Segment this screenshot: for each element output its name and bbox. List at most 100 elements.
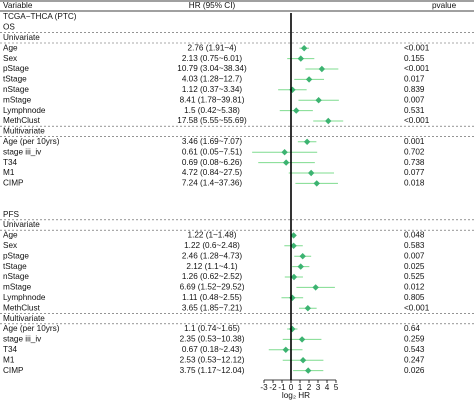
estimate-diamond (289, 294, 296, 301)
estimate-diamond (304, 305, 312, 312)
pvalue-text: 0.007 (404, 251, 425, 260)
row-label: M1 (3, 168, 15, 177)
estimate-diamond (307, 169, 315, 177)
hr-text: 10.79 (3.04~38.34) (177, 64, 247, 73)
estimate-diamond (315, 97, 322, 104)
hr-text: 4.72 (0.84~27.5) (182, 168, 243, 177)
hr-text: 0.67 (0.18~2.43) (182, 345, 243, 354)
estimate-diamond (298, 336, 306, 343)
row-label: mStage (3, 95, 32, 104)
estimate-diamond (281, 149, 288, 156)
hr-text: 2.13 (0.75~6.01) (182, 54, 243, 63)
x-tick-label: 3 (316, 383, 321, 392)
hr-text: 7.24 (1.4~37.36) (182, 179, 243, 188)
pvalue-text: <0.001 (404, 64, 430, 73)
hr-text: 1.1 (0.74~1.65) (184, 324, 240, 333)
row-label: Lymphnode (3, 106, 46, 115)
row-label: nStage (3, 85, 29, 94)
estimate-diamond (290, 242, 297, 249)
estimate-diamond (290, 232, 297, 239)
hr-text: 6.69 (1.52~29.52) (180, 283, 245, 292)
row-label: Multivariate (3, 314, 45, 323)
estimate-diamond (299, 357, 307, 364)
hr-text: 4.03 (1.28~12.7) (182, 75, 243, 84)
row-label: PFS (3, 210, 19, 219)
estimate-diamond (325, 117, 332, 125)
estimate-diamond (282, 346, 289, 353)
estimate-diamond (289, 325, 296, 333)
row-label: pStage (3, 251, 29, 260)
hr-text: 1.12 (0.37~3.34) (182, 85, 243, 94)
x-tick-label: 4 (325, 383, 330, 392)
pvalue-text: 0.012 (404, 283, 425, 292)
hr-text: 2.12 (1.1~4.1) (186, 262, 237, 271)
estimate-diamond (318, 65, 326, 73)
hr-text: 3.46 (1.69~7.07) (182, 137, 243, 146)
row-label: Age (3, 231, 18, 240)
hr-text: 1.22 (1~1.48) (188, 231, 237, 240)
estimate-diamond (313, 180, 320, 187)
pvalue-text: <0.001 (404, 116, 430, 125)
row-label: MethClust (3, 116, 41, 125)
hr-text: 2.53 (0.53~12.12) (180, 355, 245, 364)
pvalue-text: 0.007 (404, 95, 425, 104)
estimate-diamond (297, 263, 304, 270)
row-label: Univariate (3, 33, 40, 42)
row-label: Age (per 10yrs) (3, 137, 60, 146)
hr-text: 3.75 (1.17~12.04) (180, 366, 245, 375)
row-label: Univariate (3, 220, 40, 229)
pvalue-text: 0.702 (404, 147, 425, 156)
pvalue-text: 0.026 (404, 366, 425, 375)
estimate-diamond (303, 138, 311, 145)
row-label: T34 (3, 158, 18, 167)
x-tick-label: 1 (298, 383, 303, 392)
row-label: mStage (3, 283, 32, 292)
row-label: T34 (3, 345, 18, 354)
row-label: Sex (3, 54, 17, 63)
row-label: tStage (3, 262, 27, 271)
hr-text: 1.22 (0.6~2.48) (184, 241, 240, 250)
estimate-diamond (282, 159, 290, 166)
row-label: nStage (3, 272, 29, 281)
row-label: OS (3, 23, 15, 32)
pvalue-text: 0.259 (404, 335, 425, 344)
row-label: Sex (3, 241, 17, 250)
estimate-diamond (305, 76, 313, 83)
pvalue-text: 0.543 (404, 345, 425, 354)
hr-text: 17.58 (5.55~55.69) (177, 116, 247, 125)
row-label: CIMP (3, 179, 24, 188)
row-label: Lymphnode (3, 293, 46, 302)
header-hr: HR (95% CI) (189, 1, 236, 10)
hr-text: 0.69 (0.08~6.26) (182, 158, 243, 167)
pvalue-text: 0.077 (404, 168, 425, 177)
hr-text: 2.35 (0.53~10.38) (180, 335, 245, 344)
row-label: stage iii_iv (3, 147, 42, 156)
row-label: stage iii_iv (3, 335, 42, 344)
row-label: tStage (3, 75, 27, 84)
header-pvalue: pvalue (432, 1, 457, 10)
pvalue-text: 0.017 (404, 75, 425, 84)
pvalue-text: 0.525 (404, 272, 425, 281)
hr-text: 0.61 (0.05~7.51) (182, 147, 243, 156)
pvalue-text: 0.531 (404, 106, 425, 115)
hr-text: 1.5 (0.42~5.38) (184, 106, 240, 115)
pvalue-text: 0.839 (404, 85, 425, 94)
pvalue-text: 0.583 (404, 241, 425, 250)
pvalue-text: <0.001 (404, 43, 430, 52)
row-label: CIMP (3, 366, 24, 375)
pvalue-text: 0.247 (404, 355, 425, 364)
estimate-diamond (290, 273, 298, 281)
pvalue-text: 0.048 (404, 231, 425, 240)
x-tick-label: -3 (260, 383, 268, 392)
hr-text: 1.26 (0.62~2.52) (182, 272, 243, 281)
pvalue-text: 0.001 (404, 137, 425, 146)
pvalue-text: 0.738 (404, 158, 425, 167)
row-label: Multivariate (3, 127, 45, 136)
row-label: M1 (3, 355, 15, 364)
estimate-diamond (299, 253, 306, 260)
pvalue-text: 0.155 (404, 54, 425, 63)
hr-text: 8.41 (1.78~39.81) (180, 95, 245, 104)
estimate-diamond (300, 45, 308, 52)
pvalue-text: 0.64 (404, 324, 420, 333)
